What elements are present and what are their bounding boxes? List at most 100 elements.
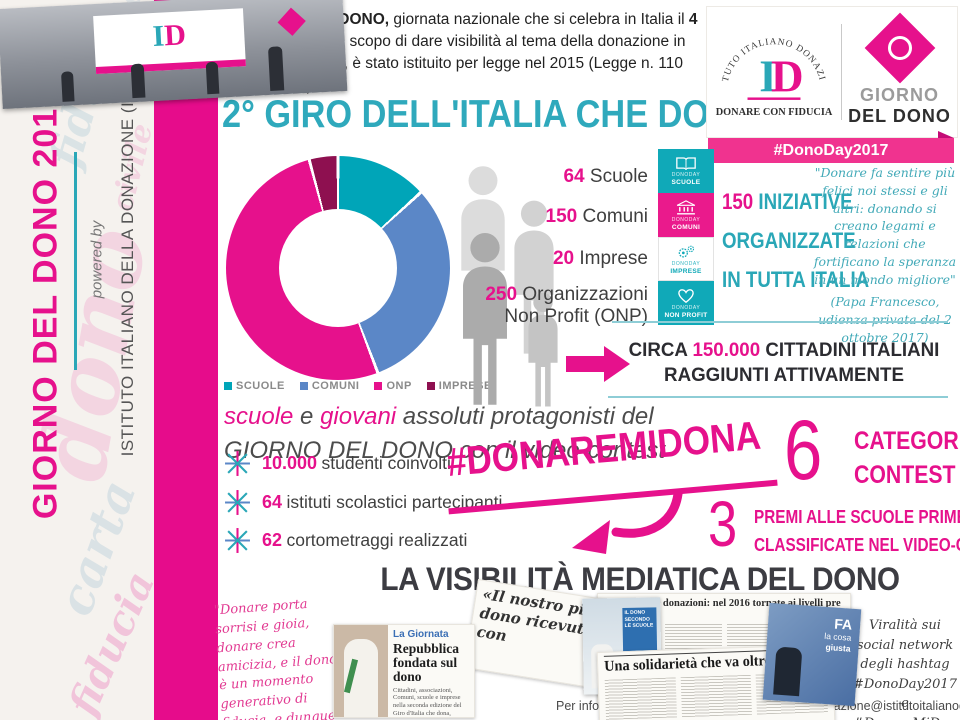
poster-vertical-title: GIORNO DEL DONO 2017 bbox=[26, 87, 65, 520]
iid-logo-graphic: ISTITUTO ITALIANO DONAZIONE I D DONARE C… bbox=[706, 12, 833, 118]
tv-caption: FA bbox=[833, 615, 853, 633]
protagonisti-accent: scuole bbox=[224, 403, 294, 430]
iniziative-text: IN TUTTA ITALIA bbox=[722, 267, 870, 292]
protagonisti-text: GIORNO DEL DONO con il video-contest bbox=[224, 437, 666, 464]
protagonisti-accent: giovani bbox=[320, 403, 397, 430]
stat-value: 150 bbox=[545, 206, 578, 227]
stat-value: 250 bbox=[485, 284, 518, 305]
legend-swatch-scuole bbox=[224, 382, 232, 391]
iniziative-callout: 150 INIZIATIVE ORGANIZZATE IN TUTTA ITAL… bbox=[722, 182, 869, 299]
iid-monogram-d: D bbox=[771, 51, 804, 101]
donut-chart bbox=[226, 156, 450, 380]
clipping-body: Cittadini, associazioni, Comuni, scuole … bbox=[393, 686, 462, 717]
tile-brand: DONODAY bbox=[671, 260, 701, 267]
audience-figure bbox=[130, 63, 146, 99]
protagonisti-text: e bbox=[293, 403, 321, 430]
iniziative-number: 150 bbox=[722, 189, 754, 214]
faux-newsprint bbox=[604, 677, 677, 720]
ribbon-fold bbox=[938, 131, 954, 138]
bullet-label: studenti coinvolti bbox=[321, 453, 451, 473]
contest-line: CONTEST bbox=[854, 461, 956, 489]
bullet-value: 64 bbox=[262, 492, 283, 512]
bullet-istituti: 64 istituti scolastici partecipanti bbox=[224, 489, 502, 516]
tile-nonprofit: DONODAY NON PROFIT bbox=[658, 281, 714, 325]
legend-label: SCUOLE bbox=[236, 380, 285, 392]
curved-arrow-icon bbox=[572, 492, 683, 554]
tile-label: SCUOLE bbox=[671, 179, 701, 186]
logo-box: ISTITUTO ITALIANO DONAZIONE I D DONARE C… bbox=[706, 6, 958, 138]
tile-label: COMUNI bbox=[671, 223, 701, 231]
clipping-headline: Repubblica fondata sul dono bbox=[393, 641, 460, 685]
stat-label: Non Profit (ONP) bbox=[504, 306, 648, 327]
bank-icon bbox=[676, 199, 696, 214]
legend-item: COMUNI bbox=[299, 380, 360, 392]
gears-icon bbox=[678, 245, 695, 258]
quote-text: "Donare porta sorrisi e gioia, donare cr… bbox=[213, 596, 338, 720]
right-arrow-icon bbox=[566, 356, 604, 372]
reach-text: RAGGIUNTI ATTIVAMENTE bbox=[664, 364, 904, 386]
stat-value: 64 bbox=[563, 166, 585, 187]
bullet-cortometraggi: 62 cortometraggi realizzati bbox=[224, 527, 467, 554]
stat-label: Comuni bbox=[577, 206, 648, 227]
tv-caption: IL DONO SECONDO LE SCUOLE bbox=[622, 607, 658, 656]
organization-label: ISTITUTO ITALIANO DELLA DONAZIONE (IID) bbox=[118, 77, 137, 457]
stat-scuole: 64 Scuole bbox=[563, 166, 648, 188]
legend-label: COMUNI bbox=[311, 380, 360, 392]
bullet-label: istituti scolastici partecipanti bbox=[286, 492, 503, 512]
category-icon-strip: DONODAY SCUOLE DONODAY COMUNI DONODAY IM… bbox=[658, 149, 714, 325]
tv-caption: giusta bbox=[825, 641, 851, 654]
stage-backdrop-board: ID bbox=[93, 8, 246, 75]
iniziative-text: INIZIATIVE bbox=[753, 189, 853, 214]
iid-tagline: DONARE CON FIDUCIA bbox=[716, 107, 833, 118]
tile-imprese: DONODAY IMPRESE bbox=[658, 237, 714, 281]
quote-text: "Donare fa sentire più felici noi stessi… bbox=[813, 165, 957, 287]
stat-label: Imprese bbox=[574, 248, 648, 269]
bullet-label: cortometraggi realizzati bbox=[286, 530, 468, 550]
tile-comuni: DONODAY COMUNI bbox=[658, 193, 714, 237]
legend-swatch-imprese bbox=[426, 382, 435, 391]
legend-swatch-onp bbox=[374, 382, 383, 391]
protagonisti-text: assoluti protagonisti del bbox=[396, 403, 654, 430]
press-clipping-giornata: La Giornata Repubblica fondata sul dono … bbox=[333, 624, 475, 718]
diamond-icon bbox=[864, 12, 935, 84]
papa-francesco-quote: "Donare fa sentire più felici noi stessi… bbox=[810, 164, 960, 347]
page-title: 2° GIRO DELL'ITALIA CHE DONA bbox=[222, 93, 759, 136]
gdd-logo-line1: GIORNO bbox=[859, 85, 939, 105]
logo-divider bbox=[841, 24, 842, 120]
heart-icon bbox=[678, 288, 694, 303]
asterisk-icon bbox=[225, 490, 250, 515]
reach-text: CIRCA bbox=[628, 339, 693, 361]
bullet-value: 10.000 bbox=[262, 453, 318, 473]
reach-statement: CIRCA 150.000 CITTADINI ITALIANI RAGGIUN… bbox=[625, 338, 944, 388]
iniziative-text: ORGANIZZATE bbox=[722, 228, 856, 253]
bullet-studenti: 10.000 studenti coinvolti bbox=[224, 450, 451, 477]
iid-logo: ISTITUTO ITALIANO DONAZIONE I D DONARE C… bbox=[706, 12, 841, 126]
intro-text: giornata nazionale che si celebra in Ita… bbox=[389, 11, 689, 28]
tile-brand: DONODAY bbox=[671, 216, 701, 223]
tv-still-fa-la-cosa-giusta: FA la cosa giusta bbox=[762, 602, 862, 707]
mini-diamond-icon bbox=[277, 7, 306, 36]
divider-line bbox=[612, 321, 948, 323]
premi-line: CLASSIFICATE NEL VIDEO-CONTEST bbox=[754, 535, 960, 555]
legend-label: ONP bbox=[386, 380, 412, 392]
stat-label: Scuole bbox=[584, 166, 648, 187]
stat-value: 20 bbox=[552, 248, 575, 269]
contest-number-6: 6 bbox=[784, 403, 823, 497]
legend-item: ONP bbox=[374, 380, 411, 392]
audience-figure bbox=[267, 46, 285, 91]
tile-label: NON PROFIT bbox=[664, 311, 708, 319]
tile-scuole: DONODAY SCUOLE bbox=[658, 149, 714, 193]
donoday-ribbon: #DonoDay2017 bbox=[708, 138, 954, 163]
protagonisti-heading: scuole e giovani assoluti protagonisti d… bbox=[224, 400, 665, 468]
stat-comuni: 150 Comuni bbox=[546, 206, 648, 228]
stat-imprese: 20 Imprese bbox=[553, 248, 648, 270]
event-stage-photo: ID bbox=[0, 0, 348, 109]
contest-lines: CATEGORIE CONTEST bbox=[854, 424, 960, 492]
tile-label: IMPRESE bbox=[670, 267, 702, 275]
clipping-kicker: La Giornata bbox=[393, 629, 449, 640]
book-icon bbox=[676, 157, 696, 171]
reach-number: 150.000 bbox=[692, 339, 761, 361]
audience-figure bbox=[60, 71, 75, 102]
asterisk-icon bbox=[225, 451, 250, 476]
